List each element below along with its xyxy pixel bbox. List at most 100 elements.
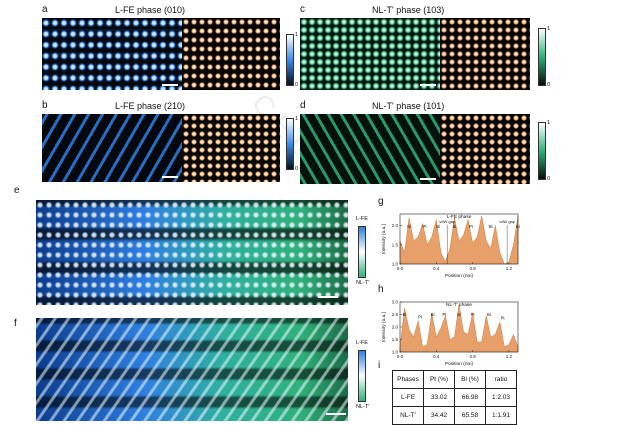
table-row: NL-T' 34.42 65.58 1:1.91 [392, 406, 517, 425]
y-tick-label: 2.0 [392, 223, 399, 228]
table-cell: NL-T' [392, 406, 424, 425]
peak-label: Bi [403, 312, 407, 317]
panel-title-b: L-FE phase (210) [115, 101, 186, 111]
y-axis-label: Intensity (a.u.) [381, 311, 387, 342]
x-axis-label: Position (nm) [445, 273, 474, 279]
table-cell: 33.02 [423, 388, 455, 407]
vdw-gap-label: vdW gap [499, 219, 516, 224]
panel-label-a: a [42, 4, 48, 15]
colorbar-e [358, 226, 366, 278]
y-tick-label: 2.5 [392, 312, 399, 317]
x-tick-label: 0.0 [397, 354, 404, 359]
composition-table: Phases Pt (%) Bi (%) ratio L-FE 33.02 66… [392, 370, 517, 425]
colorbar-a [286, 34, 294, 86]
x-axis-label: Position (nm) [445, 361, 474, 367]
colorbar-d-max: 1 [547, 120, 551, 126]
profile-area [399, 304, 519, 353]
chart-h: 0.0 0.4 0.8 1.2 1.0 1.5 2.0 2.5 3.0 Position (nm)… [381, 300, 519, 367]
x-tick-label: 1.2 [506, 266, 513, 271]
scale-bar-e [318, 296, 338, 298]
table-header-cell: Pt (%) [423, 370, 455, 389]
scale-bar-b [162, 176, 178, 178]
y-tick-label: 1.5 [392, 337, 399, 342]
colorbar-c-min: 0 [547, 82, 551, 88]
y-tick-label: 3.0 [392, 300, 399, 305]
table-header-cell: Phases [392, 370, 424, 389]
stem-image-b [42, 114, 280, 182]
panel-label-b: b [42, 100, 48, 111]
x-tick-label: 0.8 [469, 354, 476, 359]
x-tick-label: 0.4 [433, 354, 440, 359]
peak-label: Bi [431, 312, 435, 317]
chart-title: L-FE phase [447, 214, 472, 220]
table-cell: 65.58 [454, 406, 486, 425]
peak-label: Pt [469, 224, 474, 229]
scale-bar-f [326, 413, 346, 415]
panel-label-h: h [378, 284, 384, 295]
table-cell: 1:1.91 [485, 406, 517, 425]
y-tick-label: 2.0 [392, 325, 399, 330]
colorbar-c [538, 28, 546, 86]
simulated-image-a [182, 18, 280, 90]
simulated-image-d [440, 114, 530, 184]
x-tick-label: 0.4 [433, 266, 440, 271]
scale-bar-c [420, 84, 436, 86]
x-tick-label: 0.8 [469, 266, 476, 271]
panel-label-e: e [14, 185, 20, 196]
stem-image-f [36, 318, 348, 421]
chart-title: NL-T' phase [446, 302, 472, 308]
stem-image-e [36, 200, 348, 305]
table-cell: 34.42 [423, 406, 455, 425]
stem-image-c [300, 18, 530, 90]
colorbar-d-min: 0 [547, 176, 551, 182]
table-cell: 66.98 [454, 388, 486, 407]
colorbar-e-top: L-FE [356, 216, 368, 222]
table-header-cell: ratio [485, 370, 517, 389]
colorbar-a-min: 0 [295, 82, 299, 88]
peak-label: Pt [423, 224, 428, 229]
colorbar-f [358, 350, 366, 402]
panel-title-a: L-FE phase (010) [115, 5, 186, 15]
scale-bar-a [162, 84, 178, 86]
colorbar-d [538, 122, 546, 180]
peak-label: Pt [418, 314, 423, 319]
x-tick-label: 1.2 [506, 354, 513, 359]
panel-label-d: d [300, 100, 306, 111]
colorbar-f-bottom: NL-T' [356, 404, 370, 410]
colorbar-f-top: L-FE [356, 340, 368, 346]
table-cell: 1:2.03 [485, 388, 517, 407]
plot-frame [399, 213, 519, 265]
table-header-cell: Bi (%) [454, 370, 486, 389]
simulated-image-c [440, 18, 530, 90]
scale-bar-d [420, 178, 436, 180]
colorbar-b-max: 1 [295, 116, 299, 122]
profile-area [399, 215, 519, 265]
y-axis-label: Intensity (a.u.) [381, 223, 387, 254]
peak-label: Bi [453, 224, 457, 229]
stem-image-d [300, 114, 530, 184]
table-row: L-FE 33.02 66.98 1:2.03 [392, 388, 517, 407]
peak-label: Bi [489, 224, 493, 229]
peak-label: Bi [487, 312, 491, 317]
panel-label-i: i [378, 360, 381, 371]
colorbar-e-bottom: NL-T' [356, 280, 370, 286]
panel-label-c: c [300, 4, 305, 15]
panel-label-g: g [378, 196, 384, 207]
vdw-gap-label: vdW gap [439, 219, 456, 224]
peak-label: Pt [442, 312, 447, 317]
peak-label: Pt [501, 316, 506, 321]
panel-title-d: NL-T' phase (101) [372, 101, 445, 111]
table-header-row: Phases Pt (%) Bi (%) ratio [392, 370, 517, 389]
table-cell: L-FE [392, 388, 424, 407]
colorbar-a-max: 1 [295, 32, 299, 38]
panel-label-f: f [14, 318, 17, 329]
peak-label: Pt [471, 312, 476, 317]
stem-image-a [42, 18, 280, 90]
peak-label: Bi [516, 224, 520, 229]
peak-label: Bi [436, 224, 440, 229]
colorbar-c-max: 1 [547, 26, 551, 32]
peak-label: Bi [457, 312, 461, 317]
chart-g: 0.0 0.4 0.8 1.2 1.0 1.5 2.0 Position (nm) Intens… [381, 213, 520, 279]
panel-title-c: NL-T' phase (103) [372, 5, 445, 15]
colorbar-b-min: 0 [295, 166, 299, 172]
